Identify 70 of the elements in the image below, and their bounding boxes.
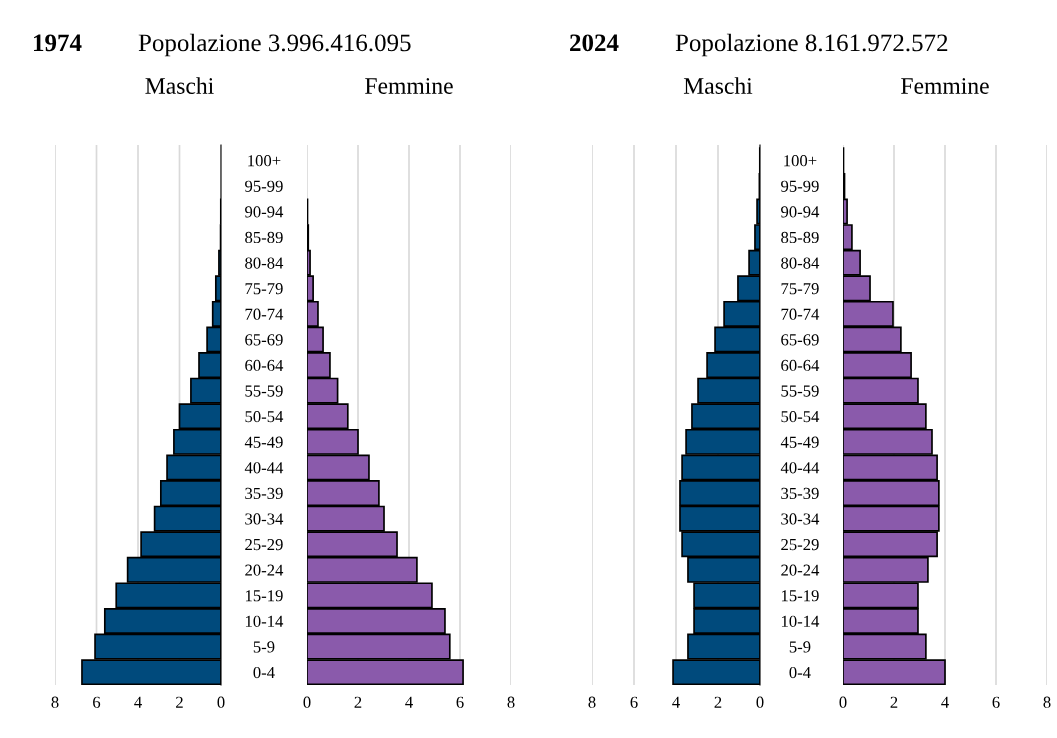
y-tick-label: 75-79 [781,283,819,295]
y-tick-label: 20-24 [781,564,820,576]
y-tick-label: 5-9 [789,641,811,653]
text: Popolazione 8.161.972.572 [675,33,948,57]
x-tick-label: 0 [303,696,311,708]
x-tick-label: 0 [217,696,225,708]
x-tick-label: 6 [456,696,464,708]
text: Popolazione 3.996.416.095 [138,33,411,57]
x-tick-label: 8 [1043,696,1051,708]
y-tick-label: 35-39 [781,487,819,499]
y-tick-label: 70-74 [781,308,820,320]
y-tick-label: 0-4 [253,666,275,679]
x-tick-label: 4 [134,696,142,708]
x-tick-label: 8 [51,696,59,708]
y-tick-label: 25-29 [781,538,819,551]
x-tick-label: 8 [588,696,596,708]
chart-title: 2024 [570,34,619,52]
x-tick-label: 0 [839,696,847,708]
y-tick-label: 40-44 [244,462,284,474]
text: Maschi [683,77,753,94]
chart-title: 1974 [34,34,82,52]
y-tick-label: 10-14 [781,615,820,627]
y-tick-label: 25-29 [245,538,283,551]
y-tick-label: 35-39 [245,487,283,499]
y-tick-label: 90-94 [245,206,284,218]
text: Femmine [365,78,453,94]
y-tick-label: 95-99 [245,180,283,192]
y-tick-label: 45-49 [780,436,819,448]
text: Maschi [145,77,214,94]
y-tick-label: 0-4 [789,666,811,679]
y-tick-label: 50-54 [245,410,284,423]
y-tick-label: 30-34 [245,513,284,525]
y-tick-label: 85-89 [781,231,819,244]
x-tick-label: 6 [630,696,638,708]
y-tick-label: 90-94 [781,206,820,218]
x-tick-label: 6 [992,696,1000,708]
x-tick-label: 2 [714,696,722,708]
y-tick-label: 10-14 [245,615,284,627]
y-tick-label: 60-64 [781,359,820,372]
y-tick-label: 55-59 [245,385,283,397]
y-tick-label: 60-64 [245,359,284,372]
y-tick-label: 80-84 [781,257,820,269]
y-tick-label: 15-19 [781,590,819,602]
x-tick-label: 4 [672,696,680,708]
x-tick-label: 8 [507,696,515,708]
x-tick-label: 2 [354,696,362,708]
x-tick-label: 0 [756,696,764,708]
y-tick-label: 100+ [784,155,817,167]
y-tick-label: 85-89 [245,231,283,244]
y-tick-label: 65-69 [781,334,819,346]
y-tick-label: 70-74 [245,308,284,320]
y-tick-label: 15-19 [245,590,283,602]
x-tick-label: 4 [941,696,949,708]
y-tick-label: 40-44 [780,462,820,474]
y-tick-label: 55-59 [781,385,819,397]
text: Femmine [901,78,989,94]
y-tick-label: 75-79 [245,283,283,295]
y-tick-label: 45-49 [244,436,283,448]
y-tick-label: 20-24 [245,564,284,576]
y-tick-label: 30-34 [781,513,820,525]
y-tick-label: 50-54 [781,410,820,423]
y-tick-label: 80-84 [245,257,284,269]
x-tick-label: 6 [93,696,101,708]
x-tick-label: 2 [176,696,183,708]
y-tick-label: 95-99 [781,180,819,192]
x-tick-label: 2 [890,696,898,708]
x-tick-label: 4 [405,696,413,708]
y-tick-label: 100+ [248,155,281,167]
y-tick-label: 65-69 [245,334,283,346]
y-tick-label: 5-9 [253,641,275,653]
